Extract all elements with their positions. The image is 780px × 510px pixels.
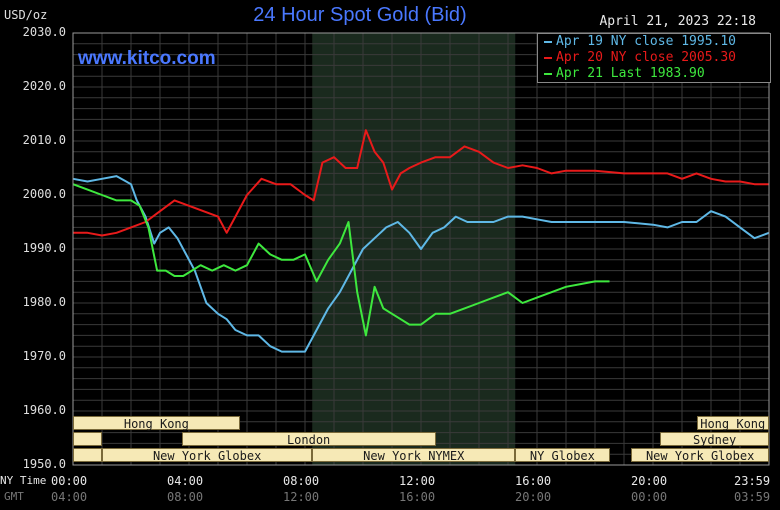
x-tick-label-ny: 16:00 [515,474,552,488]
x-tick-label-ny: 08:00 [283,474,320,488]
x-tick-label-ny: 04:00 [167,474,204,488]
y-tick-label: 2030.0 [22,25,66,39]
y-tick-label: 1990.0 [22,241,66,255]
x-tick-label-ny: 23:59 [734,474,771,488]
legend-swatch [544,72,552,75]
x-tick-label-gmt: 04:00 [51,490,88,504]
y-tick-label: 1970.0 [22,349,66,363]
session-bar [73,432,102,446]
legend-entry-apr19: Apr 19 NY close 1995.10 [538,34,770,50]
x-tick-label-gmt: 20:00 [515,490,552,504]
series-lines [72,129,770,353]
x-tick-label-gmt: 16:00 [399,490,436,504]
session-bar: New York Globex [631,448,769,463]
ny-time-axis-name: NY Time [0,474,47,487]
session-bar [73,448,102,462]
legend-swatch [544,56,552,59]
grid-lines [72,32,770,466]
y-unit-label: USD/oz [4,8,48,22]
y-tick-label: 1950.0 [22,457,66,471]
y-tick-label: 1960.0 [22,403,66,417]
legend-label: Apr 21 Last 1983.90 [556,66,705,81]
legend-entry-apr20: Apr 20 NY close 2005.30 [538,50,770,66]
session-bar: NY Globex [515,448,610,463]
x-tick-label-gmt: 00:00 [631,490,668,504]
session-bar: Hong Kong [696,416,769,431]
series-apr19-line [72,175,770,353]
y-tick-label: 1980.0 [22,295,66,309]
x-tick-label-ny: 00:00 [51,474,88,488]
y-tick-label: 2020.0 [22,79,66,93]
legend: Apr 19 NY close 1995.10 Apr 20 NY close … [537,33,771,83]
x-tick-label-gmt: 03:59 [734,490,771,504]
y-tick-label: 2000.0 [22,187,66,201]
series-apr20-line [73,129,769,237]
x-tick-label-gmt: 12:00 [283,490,320,504]
y-tick-label: 2010.0 [22,133,66,147]
gmt-axis-name: GMT [4,490,24,503]
chart-title: 24 Hour Spot Gold (Bid) [253,4,467,26]
session-bar: New York Globex [102,448,313,463]
x-tick-label-ny: 12:00 [399,474,436,488]
session-bar: London [181,432,436,447]
session-bar: New York NYMEX [312,448,516,463]
timestamp: April 21, 2023 22:18 [599,14,756,29]
legend-label: Apr 19 NY close 1995.10 [556,34,737,49]
plot-frame [72,32,770,466]
legend-label: Apr 20 NY close 2005.30 [556,50,737,65]
x-tick-label-ny: 20:00 [631,474,668,488]
session-bar: Sydney [660,432,769,447]
series-apr21-line [72,183,610,337]
legend-entry-apr21: Apr 21 Last 1983.90 [538,66,770,82]
site-watermark: www.kitco.com [78,48,216,69]
legend-swatch [544,40,552,43]
x-tick-label-gmt: 08:00 [167,490,204,504]
session-bar: Hong Kong [73,416,240,431]
